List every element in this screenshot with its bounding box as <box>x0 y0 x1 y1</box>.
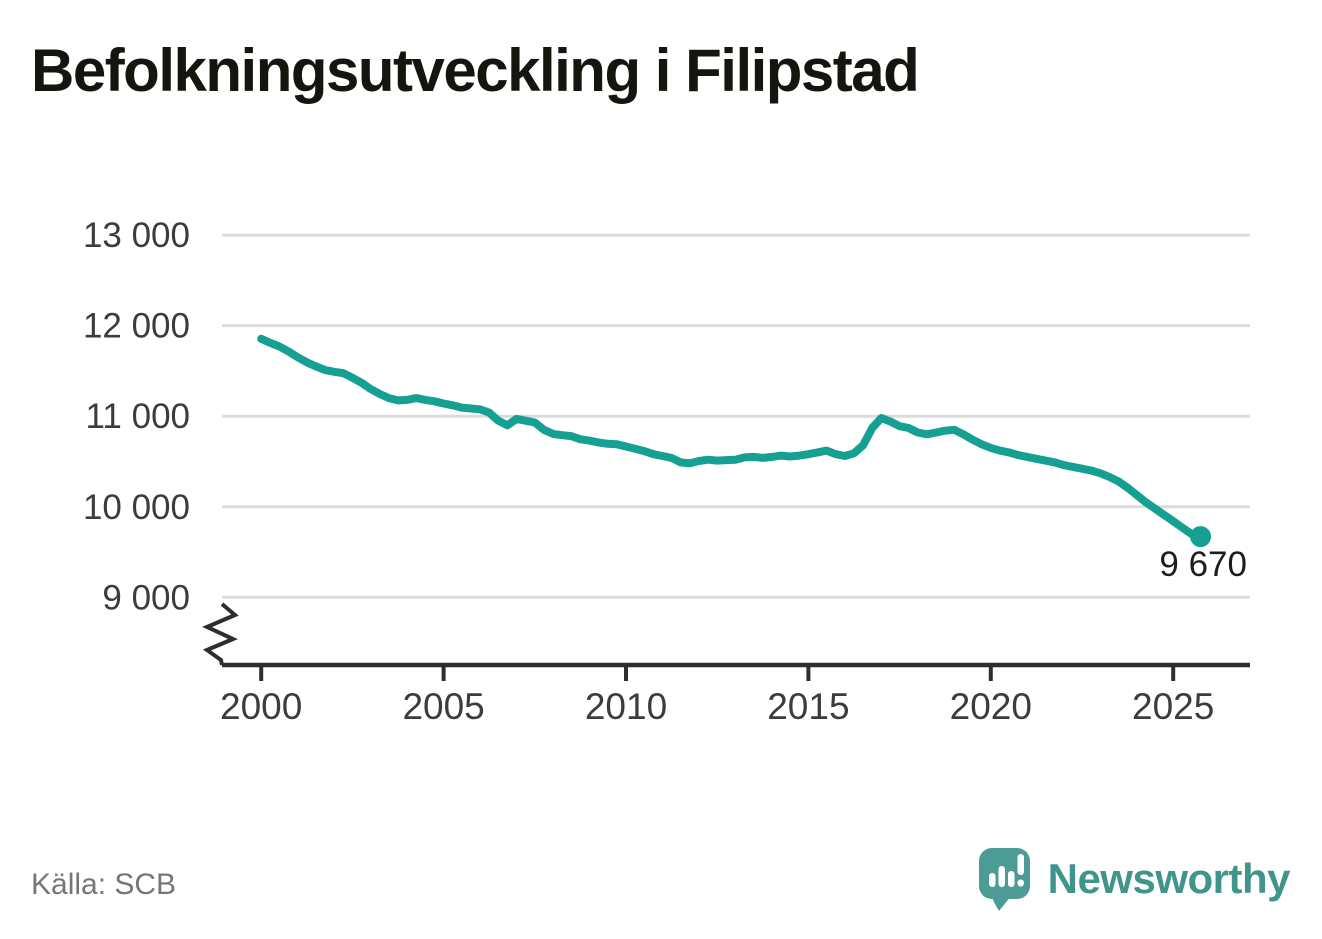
y-axis-break-icon <box>202 602 239 666</box>
y-tick-label: 13 000 <box>83 216 190 255</box>
speech-bubble-bar-chart-icon <box>978 848 1030 911</box>
x-tick-label: 2015 <box>767 686 849 727</box>
newsworthy-logo: Newsworthy <box>977 846 1291 912</box>
series-end-dot <box>1190 526 1212 548</box>
x-tick-label: 2020 <box>950 686 1032 727</box>
y-tick-label: 9 000 <box>102 578 190 617</box>
source-note: Källa: SCB <box>31 868 177 901</box>
y-tick-label: 10 000 <box>83 488 190 527</box>
end-value-label: 9 670 <box>1159 545 1247 584</box>
chart-title: Befolkningsutveckling i Filipstad <box>31 37 920 104</box>
newsworthy-wordmark: Newsworthy <box>1047 855 1291 902</box>
x-tick-label: 2000 <box>220 686 302 727</box>
x-tick-label: 2010 <box>585 686 667 727</box>
x-tick-label: 2025 <box>1132 686 1214 727</box>
x-tick-label: 2005 <box>402 686 484 727</box>
y-tick-label: 11 000 <box>86 397 190 436</box>
y-tick-label: 12 000 <box>83 307 190 346</box>
population-series-line <box>257 334 1205 541</box>
